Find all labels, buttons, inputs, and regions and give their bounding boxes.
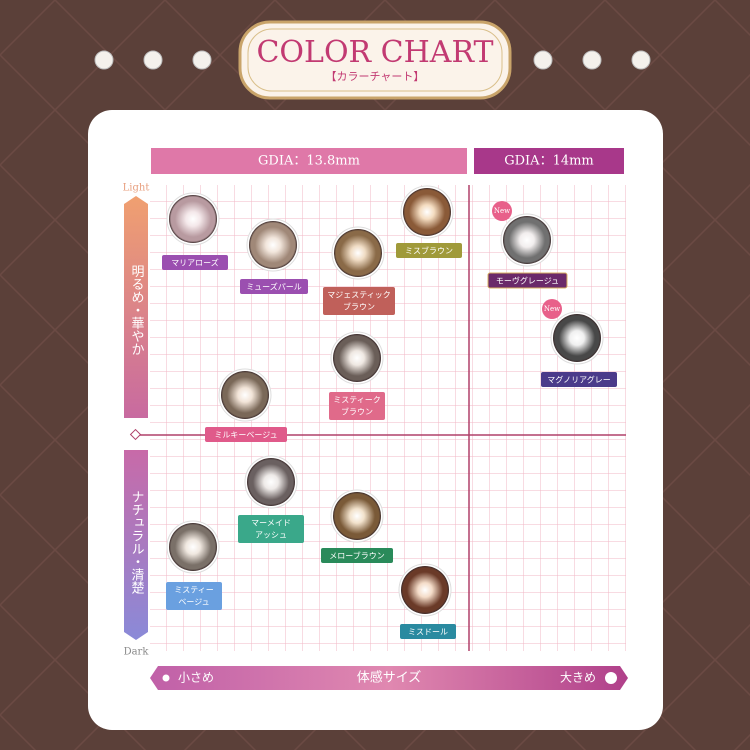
lens-label-box <box>487 272 568 289</box>
size-axis-label: 体感サイズ <box>357 670 422 686</box>
lens-label-box <box>400 624 456 639</box>
title-cartouche <box>238 20 512 100</box>
new-badge <box>492 201 512 221</box>
lens-name: ミスティーク <box>333 396 381 405</box>
lens-name: モーヴグレージュ <box>496 276 559 286</box>
lens-color <box>403 188 451 236</box>
large-dot <box>605 672 617 684</box>
lens-label-box <box>205 427 287 442</box>
natural-label: ナチュラル・清楚 <box>129 490 145 595</box>
lens-name: ミスブラウン <box>405 246 453 256</box>
dark-label: Dark <box>124 647 150 658</box>
lens-label-box <box>238 515 304 543</box>
new-badge-text: New <box>544 305 560 313</box>
subtitle: 【カラーチャート】 <box>326 70 425 83</box>
lens-color <box>221 371 269 419</box>
size-group-label: GDIA：13.8mm <box>258 154 360 169</box>
lens-name: ブラウン <box>341 407 373 417</box>
lens-color <box>333 334 381 382</box>
lens-name: マリアローズ <box>171 258 219 268</box>
lens-color <box>249 221 297 269</box>
lens-name: メローブラウン <box>329 551 385 561</box>
lens-label-box <box>240 279 308 294</box>
lens-name: ミスティー <box>174 586 214 595</box>
lens-color <box>333 492 381 540</box>
lens-name: アッシュ <box>255 531 287 540</box>
lens-label-box <box>323 287 395 315</box>
lens-label-box <box>162 255 228 270</box>
lens-name: ミスドール <box>408 628 448 637</box>
size-group-label: GDIA：14mm <box>504 154 594 169</box>
new-badge-text: New <box>494 207 510 215</box>
lens-name: ミルキーベージュ <box>214 431 277 440</box>
lens-color <box>247 458 295 506</box>
pearls <box>94 50 651 70</box>
new-badge <box>542 299 562 319</box>
lens-color <box>503 216 551 264</box>
title-frame <box>247 28 503 92</box>
title: COLOR CHART <box>256 35 493 70</box>
light-label: Light <box>123 183 150 194</box>
size-small: 小さめ <box>178 671 214 685</box>
size-group-band <box>151 148 467 174</box>
natural-bar <box>124 450 148 640</box>
lens-name: マジェスティック <box>327 291 391 300</box>
lens-color <box>169 523 217 571</box>
lens-name: マグノリアグレー <box>547 375 610 385</box>
lens-label-box <box>396 243 462 258</box>
lens-color <box>401 566 449 614</box>
lens-label-box <box>321 548 393 563</box>
lens-color <box>553 314 601 362</box>
lens-name: マーメイド <box>251 519 291 528</box>
small-dot <box>162 674 170 682</box>
lens-name: ブラウン <box>343 302 375 312</box>
lens-color <box>169 195 217 243</box>
size-axis-bar <box>150 666 628 690</box>
axis-origin <box>129 428 142 441</box>
lens-label-box <box>541 372 617 387</box>
size-group-band <box>474 148 624 174</box>
bright-label: 明るめ・華やか <box>129 265 145 356</box>
lens-name: ミューズパール <box>246 282 302 292</box>
size-large: 大きめ <box>560 671 596 685</box>
lens-name: ベージュ <box>178 598 209 607</box>
lens-label-box <box>166 582 222 610</box>
lens-color <box>334 229 382 277</box>
lens-label-box <box>329 392 385 420</box>
bright-bar <box>124 196 148 418</box>
grid <box>150 185 626 651</box>
